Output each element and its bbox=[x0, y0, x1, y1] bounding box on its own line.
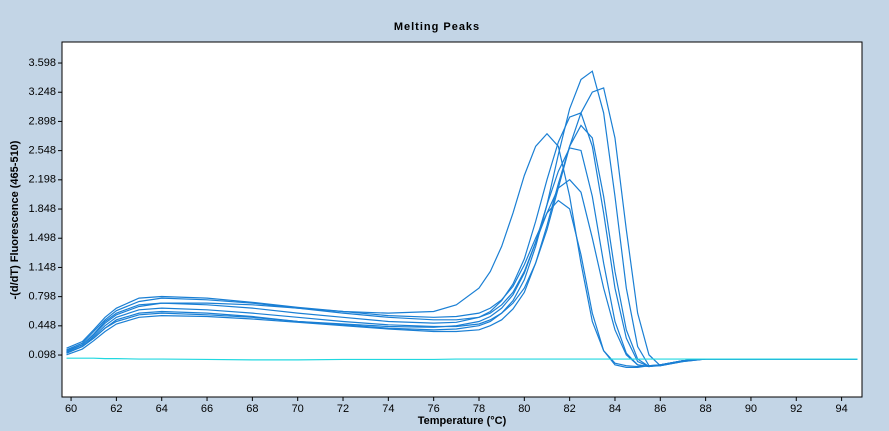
y-tick-label: 3.248 bbox=[28, 86, 56, 98]
x-tick-label: 82 bbox=[564, 403, 576, 415]
y-tick-label: 1.148 bbox=[28, 261, 56, 273]
x-tick-label: 78 bbox=[473, 403, 485, 415]
x-tick-label: 74 bbox=[382, 403, 394, 415]
y-tick-label: 2.898 bbox=[28, 115, 56, 127]
x-tick-label: 84 bbox=[609, 403, 621, 415]
x-tick-label: 68 bbox=[246, 403, 258, 415]
y-tick-label: 3.598 bbox=[28, 57, 56, 69]
y-tick-label: 1.848 bbox=[28, 203, 56, 215]
x-tick-label: 90 bbox=[745, 403, 757, 415]
y-tick-label: 2.548 bbox=[28, 145, 56, 157]
melt-curve bbox=[66, 357, 858, 361]
x-tick-label: 64 bbox=[156, 403, 168, 415]
y-tick-label: 1.498 bbox=[28, 232, 56, 244]
x-tick-label: 92 bbox=[790, 403, 802, 415]
melt-curve bbox=[66, 199, 858, 368]
melt-curve bbox=[66, 87, 858, 367]
x-tick-label: 94 bbox=[835, 403, 847, 415]
x-tick-label: 70 bbox=[292, 403, 304, 415]
chart-title: Melting Peaks bbox=[394, 21, 480, 33]
y-tick-label: 0.448 bbox=[28, 320, 56, 332]
y-tick-label: 0.098 bbox=[28, 349, 56, 361]
x-tick-label: 66 bbox=[201, 403, 213, 415]
x-tick-label: 76 bbox=[428, 403, 440, 415]
y-tick-label: 0.798 bbox=[28, 291, 56, 303]
x-tick-label: 62 bbox=[110, 403, 122, 415]
x-tick-label: 60 bbox=[65, 403, 77, 415]
x-axis-label: Temperature (°C) bbox=[418, 415, 507, 427]
plot-area bbox=[61, 41, 863, 398]
y-tick-label: 2.198 bbox=[28, 174, 56, 186]
x-tick-label: 80 bbox=[518, 403, 530, 415]
melt-curve bbox=[66, 124, 858, 368]
y-axis-label: -(d/dT) Fluorescence (465-510) bbox=[9, 140, 21, 299]
x-tick-label: 86 bbox=[654, 403, 666, 415]
x-tick-label: 72 bbox=[337, 403, 349, 415]
x-tick-label: 88 bbox=[700, 403, 712, 415]
